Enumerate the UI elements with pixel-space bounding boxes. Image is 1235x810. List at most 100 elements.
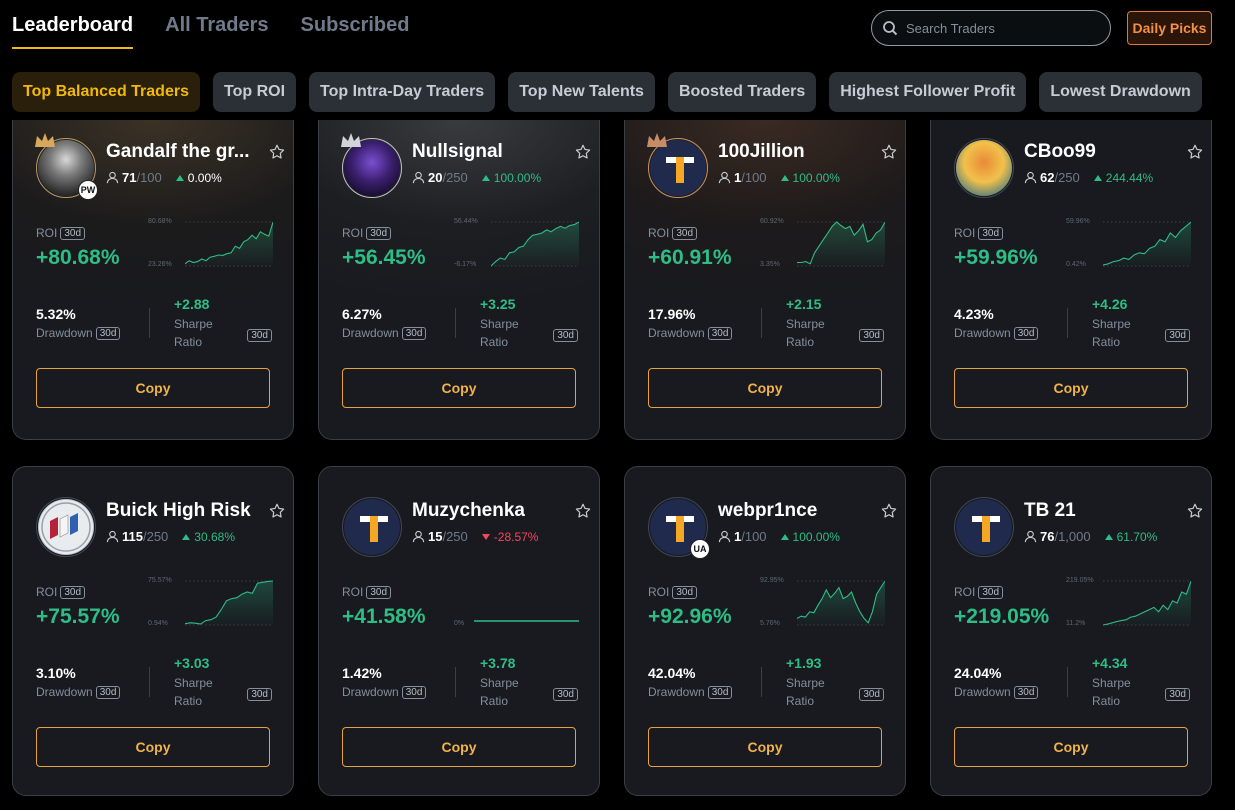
trader-card-3[interactable]: 100Jillion 1/100 100.00% ROI 30d +60.91% …: [624, 120, 906, 440]
triangle-up-icon: [481, 174, 490, 181]
follower-count: 1: [734, 529, 742, 544]
copy-button[interactable]: Copy: [342, 368, 576, 408]
avatar[interactable]: PW: [35, 133, 98, 200]
sharpe-label: Sharpe Ratio: [1092, 317, 1131, 349]
stats-row: 3.10% Drawdown 30d +3.03 Sharpe Ratio 30d: [36, 655, 272, 711]
roi-label: ROI: [342, 226, 364, 240]
filter-top-roi[interactable]: Top ROI: [212, 72, 297, 112]
trader-grid: PW Gandalf the gr... 71/100 0.00% ROI 30d…: [0, 120, 1235, 810]
drawdown-label: Drawdown: [648, 685, 705, 699]
trader-card-6[interactable]: Muzychenka 15/250 -28.57% ROI 30d +41.58%…: [318, 466, 600, 796]
filter-top-new-talents[interactable]: Top New Talents: [508, 72, 655, 112]
search-box[interactable]: [871, 10, 1111, 46]
divider: [761, 667, 762, 697]
copy-button[interactable]: Copy: [954, 727, 1188, 767]
star-icon[interactable]: [268, 143, 286, 161]
sharpe-value: +4.34: [1092, 655, 1128, 671]
sharpe-label: Sharpe Ratio: [1092, 676, 1131, 708]
trader-header: Muzychenka 15/250 -28.57%: [342, 497, 592, 557]
trader-name[interactable]: 100Jillion: [718, 141, 805, 162]
filter-highest-follower-profit[interactable]: Highest Follower Profit: [829, 72, 1027, 112]
follower-max: /250: [142, 529, 169, 544]
avatar[interactable]: UA: [648, 497, 710, 559]
avatar[interactable]: [647, 133, 708, 198]
period-tag: 30d: [859, 329, 884, 342]
trader-card-2[interactable]: Nullsignal 20/250 100.00% ROI 30d +56.45%…: [318, 120, 600, 440]
drawdown-label: Drawdown: [342, 326, 399, 340]
follower-count: 20: [428, 170, 443, 185]
period-tag: 30d: [672, 585, 698, 599]
trader-name[interactable]: Gandalf the gr...: [106, 141, 250, 162]
copy-button[interactable]: Copy: [342, 727, 576, 767]
sharpe-value: +3.78: [480, 655, 516, 671]
divider: [455, 667, 456, 697]
roi-value: +56.45%: [342, 246, 426, 269]
trader-card-8[interactable]: TB 21 76/1,000 61.70% ROI 30d +219.05% 21…: [930, 466, 1212, 796]
star-icon[interactable]: [1186, 502, 1204, 520]
trader-card-4[interactable]: CBoo99 62/250 244.44% ROI 30d +59.96% 59.…: [930, 120, 1212, 440]
follower-change: -28.57%: [481, 530, 538, 544]
drawdown-value: 4.23%: [954, 306, 994, 322]
trader-card-7[interactable]: UA webpr1nce 1/100 100.00% ROI 30d +92.96…: [624, 466, 906, 796]
roi-value: +41.58%: [342, 605, 426, 628]
daily-picks-button[interactable]: Daily Picks: [1127, 11, 1212, 45]
triangle-up-icon: [780, 533, 789, 540]
period-tag: 30d: [672, 226, 698, 240]
trader-name[interactable]: TB 21: [1024, 500, 1076, 521]
roi-label: ROI: [36, 585, 58, 599]
period-tag: 30d: [1013, 685, 1039, 699]
trader-name[interactable]: Nullsignal: [412, 141, 503, 162]
trader-name[interactable]: Buick High Risk: [106, 500, 251, 521]
filter-lowest-drawdown[interactable]: Lowest Drawdown: [1039, 72, 1202, 112]
user-icon: [718, 530, 731, 543]
avatar[interactable]: [954, 138, 1014, 198]
trader-card-5[interactable]: Buick High Risk 115/250 30.68% ROI 30d +7…: [12, 466, 294, 796]
copy-button[interactable]: Copy: [954, 368, 1188, 408]
search-input[interactable]: [906, 20, 1096, 36]
region-badge: UA: [690, 539, 710, 559]
drawdown-label: Drawdown: [36, 326, 93, 340]
tab-subscribed[interactable]: Subscribed: [300, 14, 410, 36]
star-icon[interactable]: [880, 502, 898, 520]
copy-button[interactable]: Copy: [36, 368, 270, 408]
trader-card-1[interactable]: PW Gandalf the gr... 71/100 0.00% ROI 30d…: [12, 120, 294, 440]
follower-change: 0.00%: [175, 171, 222, 185]
period-tag: 30d: [401, 326, 427, 340]
period-tag: 30d: [859, 688, 884, 701]
avatar[interactable]: [954, 497, 1014, 557]
roi-label: ROI: [954, 226, 976, 240]
star-icon[interactable]: [880, 143, 898, 161]
avatar[interactable]: [36, 497, 96, 557]
crown-icon: [35, 133, 55, 147]
follower-count: 15: [428, 529, 443, 544]
roi-sparkline: 75.57% 0.94%: [148, 577, 273, 629]
avatar[interactable]: [342, 497, 402, 557]
period-tag: 30d: [553, 329, 578, 342]
star-icon[interactable]: [1186, 143, 1204, 161]
avatar[interactable]: [341, 133, 402, 198]
triangle-up-icon: [780, 174, 789, 181]
follower-change: 100.00%: [481, 171, 541, 185]
trader-name[interactable]: CBoo99: [1024, 141, 1096, 162]
sharpe-label: Sharpe Ratio: [174, 317, 213, 349]
period-tag: 30d: [366, 585, 392, 599]
trader-name[interactable]: Muzychenka: [412, 500, 525, 521]
roi-value: +219.05%: [954, 605, 1050, 628]
filter-top-intra-day-traders[interactable]: Top Intra-Day Traders: [309, 72, 496, 112]
tab-all-traders[interactable]: All Traders: [165, 14, 269, 36]
copy-button[interactable]: Copy: [36, 727, 270, 767]
roi-value: +80.68%: [36, 246, 120, 269]
star-icon[interactable]: [268, 502, 286, 520]
copy-button[interactable]: Copy: [648, 368, 882, 408]
trader-name[interactable]: webpr1nce: [718, 500, 818, 521]
period-tag: 30d: [247, 329, 272, 342]
tab-leaderboard[interactable]: Leaderboard: [12, 14, 134, 49]
star-icon[interactable]: [574, 502, 592, 520]
roi-value: +92.96%: [648, 605, 732, 628]
star-icon[interactable]: [574, 143, 592, 161]
copy-button[interactable]: Copy: [648, 727, 882, 767]
crown-icon: [341, 133, 361, 147]
roi-sparkline: 59.96% 0.42%: [1066, 218, 1191, 270]
filter-top-balanced-traders[interactable]: Top Balanced Traders: [12, 72, 200, 112]
filter-boosted-traders[interactable]: Boosted Traders: [667, 72, 817, 112]
